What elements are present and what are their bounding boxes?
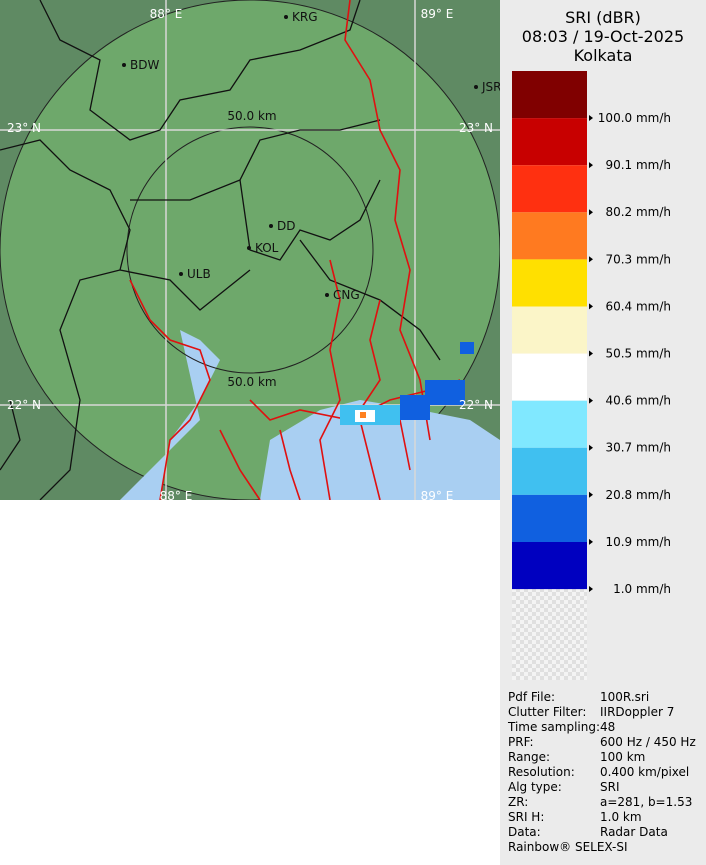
info-key: SRI H:: [508, 810, 545, 824]
product: SRI (dBR): [565, 8, 641, 27]
legend-tick: [589, 115, 593, 121]
info-key: Clutter Filter:: [508, 705, 587, 719]
info-value: IIRDoppler 7: [600, 705, 675, 719]
legend-tick: [589, 586, 593, 592]
info-key: Range:: [508, 750, 551, 764]
place-label: ULB: [187, 267, 211, 281]
grid-label: 22° N: [7, 398, 41, 412]
grid-label: 22° N: [459, 398, 493, 412]
info-value: 600 Hz / 450 Hz: [600, 735, 696, 749]
info-value: SRI: [600, 780, 620, 794]
footer: Rainbow® SELEX-SI: [508, 840, 628, 854]
legend-swatch: [512, 542, 587, 590]
info-key: Resolution:: [508, 765, 575, 779]
legend-swatch: [512, 71, 587, 119]
info-value: 0.400 km/pixel: [600, 765, 690, 779]
legend-swatch: [512, 306, 587, 354]
info-key: Pdf File:: [508, 690, 556, 704]
site: Kolkata: [573, 46, 633, 65]
ring-label: 50.0 km: [227, 375, 276, 389]
place-dot: [325, 293, 329, 297]
grid-label: 89° E: [421, 489, 454, 500]
legend-swatch: [512, 165, 587, 213]
side-panel: SRI (dBR) 08:03 / 19-Oct-2025 Kolkata 10…: [500, 0, 706, 865]
place-dot: [247, 246, 251, 250]
legend-label: 30.7 mm/h: [605, 441, 671, 455]
legend: 100.0 mm/h 90.1 mm/h 80.2 mm/h 70.3 mm/h 60.…: [512, 71, 671, 680]
legend-tick: [589, 350, 593, 357]
info-value: a=281, b=1.53: [600, 795, 693, 809]
legend-tick: [589, 209, 593, 216]
legend-tick: [589, 538, 593, 545]
legend-swatch: [512, 118, 587, 166]
place-label: KOL: [255, 241, 279, 255]
info-key: PRF:: [508, 735, 534, 749]
place-label: CNG: [333, 288, 360, 302]
place-label: KRG: [292, 10, 318, 24]
legend-label: 70.3 mm/h: [605, 252, 671, 266]
legend-tick: [589, 303, 593, 310]
place-dot: [269, 224, 273, 228]
time: 08:03 / 19-Oct-2025: [521, 27, 685, 46]
grid-label: 23° N: [7, 121, 41, 135]
info-key: Data:: [508, 825, 541, 839]
info-value: 100 km: [600, 750, 646, 764]
legend-swatch: [512, 212, 587, 260]
info-key: ZR:: [508, 795, 529, 809]
radar-map: 88° E 89° E 23° N 23° N 22° N 22° N 88° E 89° E…: [0, 0, 500, 500]
legend-swatch: [512, 353, 587, 401]
place-dot: [179, 272, 183, 276]
legend-tick: [589, 256, 593, 263]
grid-label: 88° E: [160, 489, 193, 500]
info-value: Radar Data: [600, 825, 668, 839]
info-value: 48: [600, 720, 616, 734]
info-key: Alg type:: [508, 780, 562, 794]
legend-label: 40.6 mm/h: [605, 394, 671, 408]
legend-swatch: [512, 400, 587, 448]
info-value: 100R.sri: [600, 690, 650, 704]
legend-tick: [589, 444, 593, 451]
legend-label: 80.2 mm/h: [605, 205, 671, 219]
place-label: BDW: [130, 58, 159, 72]
ring-label: 50.0 km: [227, 109, 276, 123]
grid-label: 89° E: [421, 7, 454, 21]
legend-label: 50.5 mm/h: [605, 347, 671, 361]
legend-tick: [589, 491, 593, 498]
legend-swatch: [512, 494, 587, 542]
legend-label: 100.0 mm/h: [598, 111, 671, 125]
legend-swatch: [512, 259, 587, 307]
legend-tick: [589, 397, 593, 404]
legend-label: 90.1 mm/h: [605, 158, 671, 172]
grid-label: 88° E: [150, 7, 183, 21]
place-dot: [284, 15, 288, 19]
legend-label: 20.8 mm/h: [605, 488, 671, 502]
place-label: DD: [277, 219, 295, 233]
legend-label: 60.4 mm/h: [605, 299, 671, 313]
legend-label: 1.0 mm/h: [613, 582, 671, 596]
place-dot: [122, 63, 126, 67]
legend-tick: [589, 162, 593, 169]
place-dot: [474, 85, 478, 89]
place-label: JSR: [481, 80, 500, 94]
info-value: 1.0 km: [600, 810, 642, 824]
legend-label: 10.9 mm/h: [605, 535, 671, 549]
info-key: Time sampling:: [508, 720, 601, 734]
legend-swatch: [512, 447, 587, 495]
grid-label: 23° N: [459, 121, 493, 135]
